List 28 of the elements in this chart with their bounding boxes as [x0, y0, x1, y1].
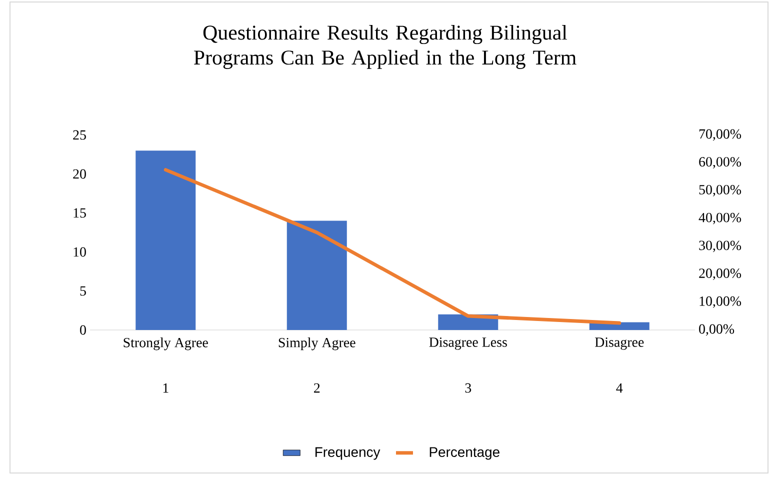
y2-tick-label: 70,00%	[699, 129, 742, 141]
x-tick-label: Strongly Agree	[124, 337, 208, 350]
text: 1	[163, 383, 168, 393]
y2-tick-label: 10,00%	[700, 296, 742, 308]
legend-label: Frequency	[315, 447, 380, 460]
y2-tick-label: 50,00%	[699, 184, 742, 196]
y-tick-label: 25	[73, 130, 86, 140]
chart-title: Questionnaire Results Regarding Bilingual Programs Can Be Applied in the Long Term	[194, 25, 576, 69]
text: 4	[616, 383, 623, 393]
y2-tick-label: 40,00%	[698, 212, 742, 224]
y-tick-label: 10	[74, 247, 86, 257]
y2-tick-label: 60,00%	[699, 157, 742, 169]
y-tick-label: 15	[74, 208, 86, 218]
text: 3	[465, 383, 472, 393]
y2-tick-label: 0,00%	[699, 324, 734, 336]
x-tick-label: Disagree	[595, 338, 644, 350]
x-tick-label: Disagree Less	[429, 338, 507, 350]
y2-tick-label: 20,00%	[699, 268, 742, 280]
x-tick-label: Simply Agree	[278, 337, 356, 350]
bar	[286, 220, 347, 330]
line-series	[164, 168, 622, 325]
y-tick-label: 5	[80, 286, 86, 296]
text: 2	[314, 383, 320, 393]
legend-label: Percentage	[430, 447, 500, 460]
y-tick-label: 0	[80, 325, 86, 335]
bar	[136, 150, 196, 330]
y-tick-label: 20	[73, 169, 86, 179]
y2-tick-label: 30,00%	[699, 240, 742, 252]
